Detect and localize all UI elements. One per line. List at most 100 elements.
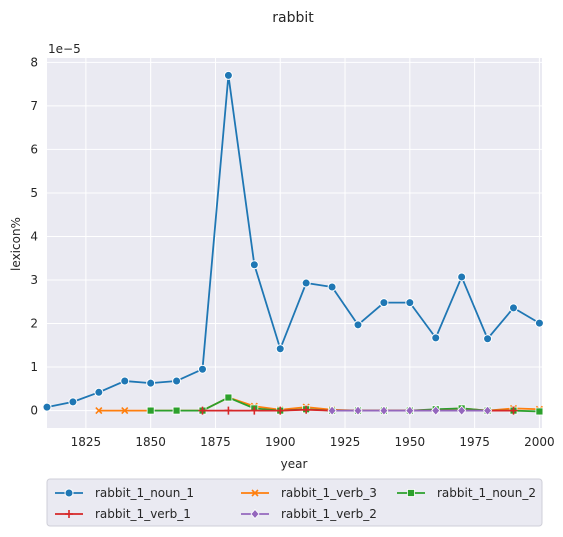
data-point-shape [250, 406, 259, 415]
data-point [508, 303, 518, 313]
data-point-shape [535, 407, 544, 416]
legend-marker-shape [64, 488, 74, 498]
data-point [250, 406, 259, 415]
data-point-shape [431, 405, 441, 416]
legend-label: rabbit_1_verb_2 [281, 507, 377, 521]
chart-title: rabbit [272, 10, 314, 26]
legend-marker [407, 489, 415, 497]
legend-marker [65, 510, 73, 518]
series-rabbit_1_noun_1 [42, 70, 544, 412]
y-tick-label: 6 [30, 142, 38, 156]
x-axis-ticks: 1825 1850 1875 1900 1925 1950 1975 2000 [71, 435, 555, 449]
data-point-shape [483, 334, 493, 344]
data-point-shape [223, 70, 233, 80]
y-tick-label: 4 [30, 229, 38, 243]
x-tick-label: 1900 [265, 435, 296, 449]
data-point-shape [457, 405, 467, 416]
y-tick-label: 1 [30, 360, 38, 374]
data-point-shape [95, 407, 103, 415]
data-point-shape [68, 397, 78, 407]
data-point [483, 405, 493, 416]
data-point-shape [198, 406, 207, 415]
x-tick-label: 1950 [395, 435, 426, 449]
legend-label: rabbit_1_verb_3 [281, 486, 377, 500]
x-tick-label: 1850 [135, 435, 166, 449]
data-point [457, 272, 467, 282]
data-point [121, 407, 129, 415]
data-point-shape [508, 303, 518, 313]
legend-label: rabbit_1_noun_1 [95, 486, 194, 500]
data-point [172, 376, 182, 386]
data-point [275, 344, 285, 354]
data-point-shape [301, 278, 311, 288]
data-point-shape [197, 364, 207, 374]
data-point [120, 376, 130, 386]
data-point [197, 364, 207, 374]
data-point-shape [94, 387, 104, 397]
data-point [379, 298, 389, 308]
grid [47, 58, 542, 428]
data-point [353, 405, 363, 416]
series-layer [42, 70, 544, 416]
data-point [94, 387, 104, 397]
data-point [302, 405, 311, 414]
y-tick-label: 3 [30, 273, 38, 287]
legend-item: rabbit_1_noun_2 [397, 486, 536, 500]
data-point-shape [379, 405, 389, 416]
y-tick-label: 5 [30, 186, 38, 200]
data-point [249, 260, 259, 270]
legend-marker [64, 488, 74, 498]
data-point [95, 407, 103, 415]
data-point-shape [431, 333, 441, 343]
legend-label: rabbit_1_verb_1 [95, 507, 191, 521]
legend-marker-shape [250, 508, 260, 520]
data-point [68, 397, 78, 407]
y-tick-label: 2 [30, 317, 38, 331]
legend-marker-shape [251, 489, 259, 497]
legend: rabbit_1_noun_1 rabbit_1_verb_3 rabbit_1_n… [46, 478, 543, 527]
data-point-shape [275, 344, 285, 354]
data-point [224, 393, 233, 402]
y-axis-label: lexicon% [9, 217, 23, 271]
data-point-shape [405, 405, 415, 416]
data-point-shape [327, 282, 337, 292]
data-point-shape [121, 407, 129, 415]
data-point-shape [483, 405, 493, 416]
data-point-shape [353, 405, 363, 416]
data-point [223, 70, 233, 80]
data-point [224, 406, 233, 415]
legend-marker-shape [407, 489, 415, 497]
x-tick-label: 1825 [71, 435, 102, 449]
data-point-shape [302, 405, 311, 414]
legend-marker [250, 508, 260, 520]
data-point-shape [249, 260, 259, 270]
data-point [327, 282, 337, 292]
data-point [457, 405, 467, 416]
y-scale-label: 1e−5 [48, 42, 81, 56]
data-point-shape [353, 320, 363, 330]
data-point [483, 334, 493, 344]
y-tick-label: 7 [30, 99, 38, 113]
y-tick-label: 8 [30, 55, 38, 69]
data-point [146, 406, 155, 415]
data-point-shape [120, 376, 130, 386]
legend-item: rabbit_1_verb_1 [55, 507, 191, 521]
data-point-shape [276, 406, 285, 415]
data-point [379, 405, 389, 416]
data-point-shape [457, 272, 467, 282]
data-point-shape [509, 406, 518, 415]
data-point [276, 406, 285, 415]
data-point [509, 406, 518, 415]
data-point-shape [405, 298, 415, 308]
data-point-shape [327, 405, 337, 416]
data-point-shape [379, 298, 389, 308]
x-tick-label: 1875 [200, 435, 231, 449]
data-point [198, 406, 207, 415]
data-point [535, 407, 544, 416]
data-point-shape [224, 393, 233, 402]
series-rabbit_1_verb_2 [327, 405, 493, 416]
data-point-shape [146, 406, 155, 415]
x-tick-label: 1925 [330, 435, 361, 449]
y-axis-ticks: 0 1 2 3 4 5 6 7 8 [30, 55, 38, 417]
